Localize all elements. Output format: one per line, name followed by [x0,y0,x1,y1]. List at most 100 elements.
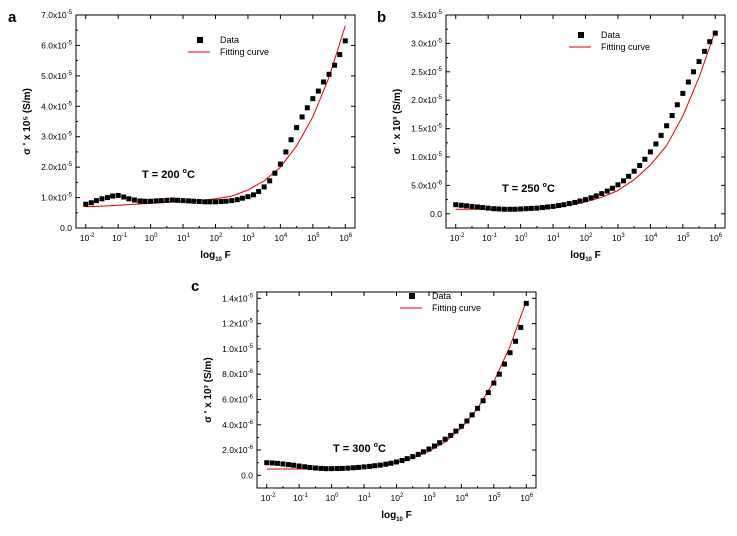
data-point [518,324,524,330]
legend-label-fit: Fitting curve [432,303,481,313]
fit-curve-line [455,30,716,210]
data-point [426,446,432,452]
data-point [458,423,464,429]
data-point [550,203,556,209]
data-point [315,88,321,94]
data-point [685,79,691,85]
legend-marker-data [409,293,415,299]
data-point [593,193,599,199]
data-point [88,200,94,206]
y-tick-label: 5.0x10-6 [411,180,443,190]
y-tick-label: 3.0x10-5 [411,38,443,48]
y-tick-label: 4.0x10-6 [222,420,254,430]
y-tick-label: 0.0 [430,209,442,219]
data-point [277,161,283,167]
fit-curve-line [85,25,346,208]
data-point [285,462,291,468]
data-point [296,463,302,469]
data-point [264,460,270,466]
data-point [485,205,491,211]
data-point [415,451,421,457]
data-point [583,197,588,203]
y-tick-label: 1.0x10-5 [411,152,443,162]
y-tick-label: 0.0 [60,223,72,233]
data-point [512,206,518,212]
data-point [196,199,202,205]
y-axis-label: σ ' x 10³ (S/m) [392,89,403,154]
data-point [485,390,491,396]
data-point [463,203,469,209]
data-point [377,462,383,468]
data-point [420,449,426,455]
data-point [250,192,256,198]
data-point [299,114,305,120]
y-tick-label: 1.4x10-5 [222,293,254,303]
data-point [110,193,116,199]
y-tick-label: 2.0x10-6 [222,445,254,455]
data-point [480,398,486,404]
y-tick-label: 8.0x10-6 [222,369,254,379]
data-point [491,380,497,386]
data-point [337,52,343,58]
data-point [332,62,338,68]
y-tick-label: 6.0x10-6 [222,394,254,404]
data-point [475,405,481,411]
data-point [294,125,300,131]
data-point [615,182,621,188]
data-point [712,30,718,36]
y-tick-label: 1.0x10-5 [222,344,254,354]
data-point [126,196,132,202]
data-point [388,460,394,466]
data-point [239,195,245,201]
data-point [283,149,289,155]
chart-panel-a: a 10-2 10-1 100 101 102 103 104 105 106 0.0 1.0x10-… [8,9,356,263]
data-point [696,59,702,65]
y-tick-label: 3.0x10-5 [41,132,73,142]
panel-label: a [8,9,17,26]
data-point [342,38,348,44]
data-point [180,198,186,204]
x-tick-label: 106 [520,493,533,503]
data-point [229,198,235,204]
data-point [307,465,313,471]
data-point [261,184,267,190]
data-point [288,137,294,143]
x-tick-label: 105 [677,233,690,243]
data-point [534,205,540,211]
data-point [448,432,454,438]
x-axis-label: log10 F [200,250,231,263]
legend-label-data: Data [601,30,620,40]
data-point [528,205,534,211]
data-point [545,204,551,210]
temperature-annotation: T = 300 oC [333,442,386,455]
y-axis-label: σ ' x 10⁵ (S/m) [22,88,33,155]
data-point [637,163,643,169]
data-point [321,79,327,85]
data-point [480,205,486,211]
x-tick-label: 105 [488,493,501,503]
data-point [469,412,475,418]
data-point [191,198,197,204]
data-point [458,202,464,208]
data-point [394,459,399,465]
x-tick-label: 102 [391,493,404,503]
y-tick-label: 5.0x10-5 [41,71,73,81]
data-point [274,460,280,466]
data-point [507,350,513,356]
data-point [453,202,459,208]
data-point [474,204,480,210]
data-point [99,196,105,202]
data-point [104,195,110,201]
data-point [234,197,240,203]
data-point [93,198,99,204]
data-point [664,123,670,129]
data-point [496,371,502,377]
data-point [302,464,308,470]
data-point [207,199,213,205]
y-tick-label: 4.0x10-5 [41,101,73,111]
data-point [310,96,316,102]
data-point [83,201,89,207]
data-point [318,465,324,471]
data-point [202,199,208,205]
legend-label-fit: Fitting curve [220,47,269,57]
